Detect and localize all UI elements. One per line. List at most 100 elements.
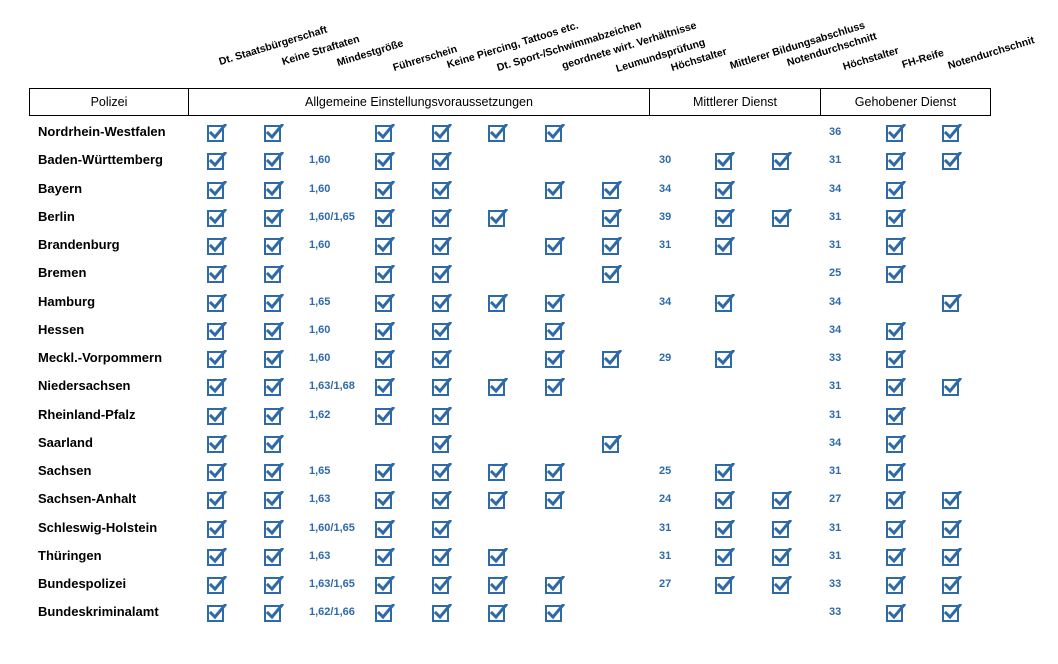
checkbox-checked-icon — [886, 378, 906, 397]
row-name: Brandenburg — [38, 237, 120, 252]
table-row: Bayern 1,60 34 34 — [0, 175, 1058, 203]
row-name: Schleswig-Holstein — [38, 519, 158, 535]
value-groesse: 1,60 — [309, 352, 331, 364]
table-row: Bundespolizei 1,63/1,65 27 33 — [0, 570, 1058, 598]
checkbox-checked-icon — [488, 576, 508, 594]
checkbox-checked-icon — [264, 208, 284, 227]
checkbox-checked-icon — [375, 604, 395, 623]
value-gd-alter: 31 — [829, 380, 842, 393]
checkbox-checked-icon — [207, 152, 227, 171]
checkbox-checked-icon — [886, 519, 906, 538]
value-groesse: 1,63/1,68 — [309, 380, 355, 393]
value-md-alter: 31 — [659, 521, 672, 534]
value-md-alter: 31 — [659, 239, 672, 251]
checkbox-checked-icon — [886, 321, 906, 340]
value-groesse: 1,60/1,65 — [309, 210, 355, 223]
row-name: Berlin — [38, 208, 75, 224]
checkbox-checked-icon — [886, 434, 906, 453]
checkbox-checked-icon — [207, 237, 227, 255]
value-groesse: 1,60 — [309, 182, 331, 195]
col-header-gd-notendurchschnitt: Notendurchschnit — [946, 34, 1036, 72]
value-gd-alter: 27 — [829, 493, 842, 506]
checkbox-checked-icon — [432, 604, 452, 623]
row-name: Bayern — [38, 180, 83, 196]
checkbox-checked-icon — [886, 350, 906, 368]
checkbox-checked-icon — [545, 350, 565, 368]
checkbox-checked-icon — [432, 406, 452, 425]
checkbox-checked-icon — [207, 604, 227, 623]
value-gd-alter: 31 — [829, 154, 842, 167]
checkbox-checked-icon — [488, 378, 508, 397]
value-gd-alter: 36 — [829, 126, 842, 138]
value-gd-alter: 34 — [829, 436, 842, 449]
value-groesse: 1,62/1,66 — [309, 606, 355, 619]
checkbox-checked-icon — [942, 124, 962, 142]
col-header-gd-fh-reife: FH-Reife — [900, 46, 946, 71]
table-row: Rheinland-Pfalz 1,62 31 — [0, 401, 1058, 429]
checkbox-checked-icon — [886, 265, 906, 284]
checkbox-checked-icon — [886, 491, 906, 510]
checkbox-checked-icon — [375, 265, 395, 284]
value-gd-alter: 34 — [829, 323, 842, 336]
table-row: Meckl.-Vorpommern 1,60 29 33 — [0, 344, 1058, 372]
value-groesse: 1,60 — [309, 239, 331, 251]
checkbox-checked-icon — [602, 180, 622, 199]
checkbox-checked-icon — [715, 491, 735, 510]
checkbox-checked-icon — [207, 576, 227, 594]
checkbox-checked-icon — [942, 152, 962, 171]
table-row: Thüringen 1,63 31 31 — [0, 542, 1058, 570]
checkbox-checked-icon — [432, 293, 452, 312]
checkbox-checked-icon — [602, 434, 622, 453]
value-gd-alter: 34 — [829, 295, 842, 308]
checkbox-checked-icon — [432, 180, 452, 199]
checkbox-checked-icon — [715, 547, 735, 566]
checkbox-checked-icon — [772, 519, 792, 538]
checkbox-checked-icon — [432, 152, 452, 171]
checkbox-checked-icon — [545, 604, 565, 623]
checkbox-checked-icon — [207, 124, 227, 142]
checkbox-checked-icon — [942, 293, 962, 312]
checkbox-checked-icon — [264, 547, 284, 566]
table-row: Hamburg 1,65 34 34 — [0, 288, 1058, 316]
checkbox-checked-icon — [715, 237, 735, 255]
checkbox-checked-icon — [545, 463, 565, 481]
checkbox-checked-icon — [942, 604, 962, 623]
checkbox-checked-icon — [602, 350, 622, 368]
row-name: Saarland — [38, 434, 93, 450]
value-gd-alter: 31 — [829, 239, 842, 251]
value-groesse: 1,65 — [309, 295, 331, 308]
checkbox-checked-icon — [375, 547, 395, 566]
checkbox-checked-icon — [432, 576, 452, 594]
group-header-allgemein: Allgemeine Einstellungsvoraussetzungen — [188, 88, 650, 116]
group-header-polizei: Polizei — [29, 88, 189, 116]
value-groesse: 1,60 — [309, 323, 331, 336]
checkbox-checked-icon — [715, 180, 735, 199]
checkbox-checked-icon — [264, 463, 284, 481]
value-gd-alter: 31 — [829, 465, 842, 477]
value-gd-alter: 31 — [829, 408, 842, 421]
table-row: Baden-Württemberg 1,60 30 31 — [0, 146, 1058, 174]
value-groesse: 1,65 — [309, 465, 331, 477]
checkbox-checked-icon — [207, 547, 227, 566]
checkbox-checked-icon — [375, 406, 395, 425]
value-gd-alter: 31 — [829, 210, 842, 223]
checkbox-checked-icon — [488, 491, 508, 510]
checkbox-checked-icon — [886, 547, 906, 566]
checkbox-checked-icon — [264, 434, 284, 453]
value-md-alter: 27 — [659, 578, 672, 590]
row-name: Nordrhein-Westfalen — [38, 124, 166, 139]
row-name: Thüringen — [38, 547, 102, 563]
checkbox-checked-icon — [264, 124, 284, 142]
value-groesse: 1,60 — [309, 154, 331, 167]
value-groesse: 1,63 — [309, 493, 331, 506]
value-gd-alter: 31 — [829, 521, 842, 534]
checkbox-checked-icon — [432, 463, 452, 481]
checkbox-checked-icon — [602, 237, 622, 255]
checkbox-checked-icon — [207, 293, 227, 312]
checkbox-checked-icon — [207, 208, 227, 227]
checkbox-checked-icon — [432, 378, 452, 397]
value-gd-alter: 25 — [829, 267, 842, 280]
table-row: Schleswig-Holstein 1,60/1,65 31 31 — [0, 514, 1058, 542]
value-md-alter: 25 — [659, 465, 672, 477]
checkbox-checked-icon — [432, 265, 452, 284]
